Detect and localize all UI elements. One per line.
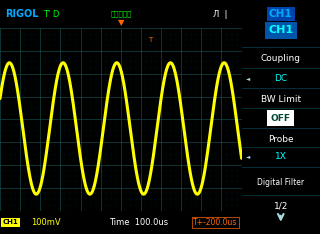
Text: ▼: ▼: [117, 18, 124, 27]
Text: 100mV: 100mV: [31, 218, 61, 227]
Text: Digital Filter: Digital Filter: [257, 178, 304, 187]
Text: ◄: ◄: [245, 76, 250, 81]
Text: ⌒⌒⌒⌒⌒: ⌒⌒⌒⌒⌒: [110, 11, 132, 17]
Text: Л  |: Л |: [212, 10, 227, 18]
Text: Probe: Probe: [268, 135, 294, 144]
Text: DC: DC: [274, 74, 287, 83]
Text: T+-200.0us: T+-200.0us: [193, 218, 238, 227]
Text: RIGOL: RIGOL: [5, 9, 38, 19]
Text: CH1: CH1: [269, 9, 292, 19]
Text: 1/2: 1/2: [274, 201, 288, 210]
Text: 1X: 1X: [275, 152, 287, 161]
Text: OFF: OFF: [271, 114, 291, 123]
Text: T: T: [148, 37, 152, 43]
Text: Time  100.0us: Time 100.0us: [109, 218, 168, 227]
Text: BW Limit: BW Limit: [261, 95, 301, 104]
Text: Coupling: Coupling: [261, 54, 301, 63]
Text: ◄: ◄: [245, 154, 250, 159]
Text: T' D: T' D: [44, 10, 60, 18]
Text: CH1: CH1: [268, 26, 293, 35]
Text: CH1: CH1: [3, 219, 18, 225]
